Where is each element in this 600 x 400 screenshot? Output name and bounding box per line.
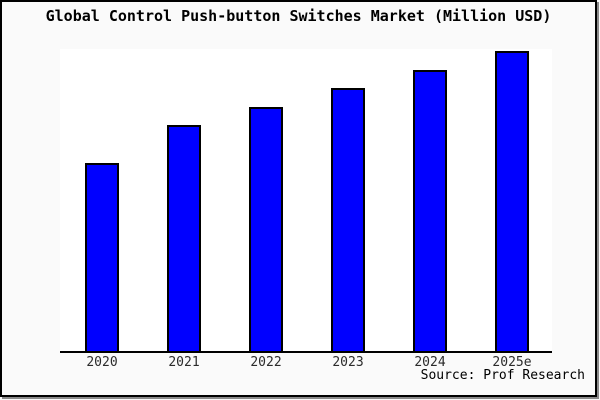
bar-2023 <box>331 88 365 351</box>
x-tick-label-2025e: 2025e <box>492 355 532 370</box>
bar-2022 <box>249 107 283 351</box>
x-tick-label-2022: 2022 <box>250 355 282 370</box>
bar-2020 <box>85 163 119 351</box>
x-axis-labels: 2020 2021 2022 2023 2024 2025e <box>60 355 552 371</box>
bar-2025e <box>495 51 529 351</box>
x-tick-label-2023: 2023 <box>332 355 364 370</box>
bar-2021 <box>167 125 201 351</box>
source-credit: Source: Prof Research <box>420 368 585 383</box>
bar-2024 <box>413 70 447 351</box>
plot-area <box>60 49 552 353</box>
x-tick-label-2024: 2024 <box>414 355 446 370</box>
x-tick-label-2021: 2021 <box>168 355 200 370</box>
chart-title: Global Control Push-button Switches Mark… <box>45 7 552 25</box>
x-tick-label-2020: 2020 <box>86 355 118 370</box>
